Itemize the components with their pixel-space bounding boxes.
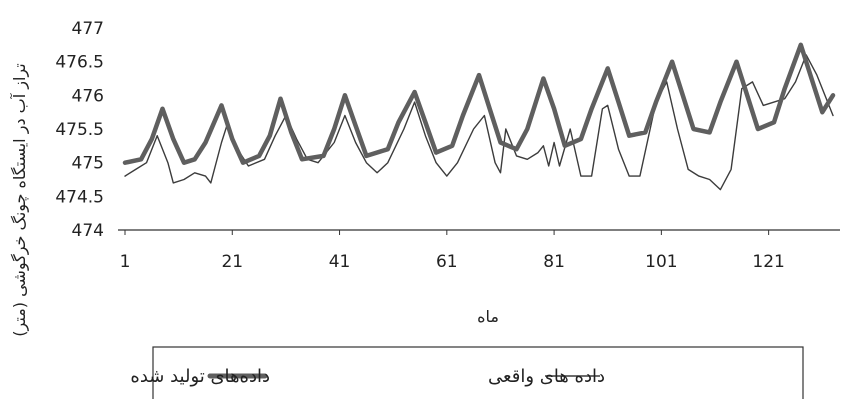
legend-box [152, 346, 804, 399]
series-layer [122, 42, 836, 191]
x-tick-label: 81 [543, 252, 565, 272]
x-axis-title: ماه [477, 307, 499, 326]
legend-label-generated: داده‌های تولید شده [130, 366, 270, 387]
y-tick-label: 477 [72, 19, 104, 39]
x-axis-ticks: 1 21 41 61 81 101 121 [120, 230, 785, 272]
y-axis-title: تراز آب در ایستگاه چونگ خرگوشی (متر) [10, 63, 30, 336]
x-tick-label: 1 [120, 252, 131, 272]
x-tick-label: 121 [752, 252, 784, 272]
y-tick-label: 476.5 [55, 53, 104, 73]
series-line-generated [122, 42, 836, 165]
x-tick-label: 41 [329, 252, 351, 272]
y-axis-ticks: 474 474.5 475 475.5 476 476.5 477 [55, 19, 104, 241]
x-tick-label: 101 [645, 252, 677, 272]
y-tick-label: 475.5 [55, 120, 104, 140]
legend-label-actual: داده های واقعی [488, 366, 605, 387]
legend: داده‌های تولید شده داده های واقعی [130, 346, 804, 399]
y-tick-label: 474.5 [55, 187, 104, 207]
y-tick-label: 474 [72, 221, 104, 241]
y-tick-label: 475 [72, 154, 104, 174]
x-tick-label: 61 [436, 252, 458, 272]
x-tick-label: 21 [221, 252, 243, 272]
y-tick-label: 476 [72, 86, 104, 106]
